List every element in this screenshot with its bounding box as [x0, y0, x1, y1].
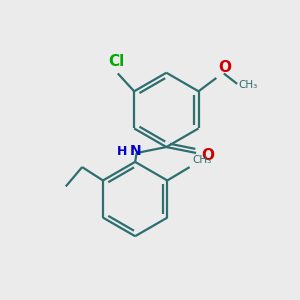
Text: N: N — [129, 145, 141, 158]
Text: CH₃: CH₃ — [238, 80, 258, 90]
Text: Cl: Cl — [108, 54, 124, 69]
Text: CH₃: CH₃ — [192, 155, 211, 165]
Text: O: O — [201, 148, 214, 164]
Text: O: O — [218, 60, 231, 75]
Text: H: H — [117, 145, 128, 158]
